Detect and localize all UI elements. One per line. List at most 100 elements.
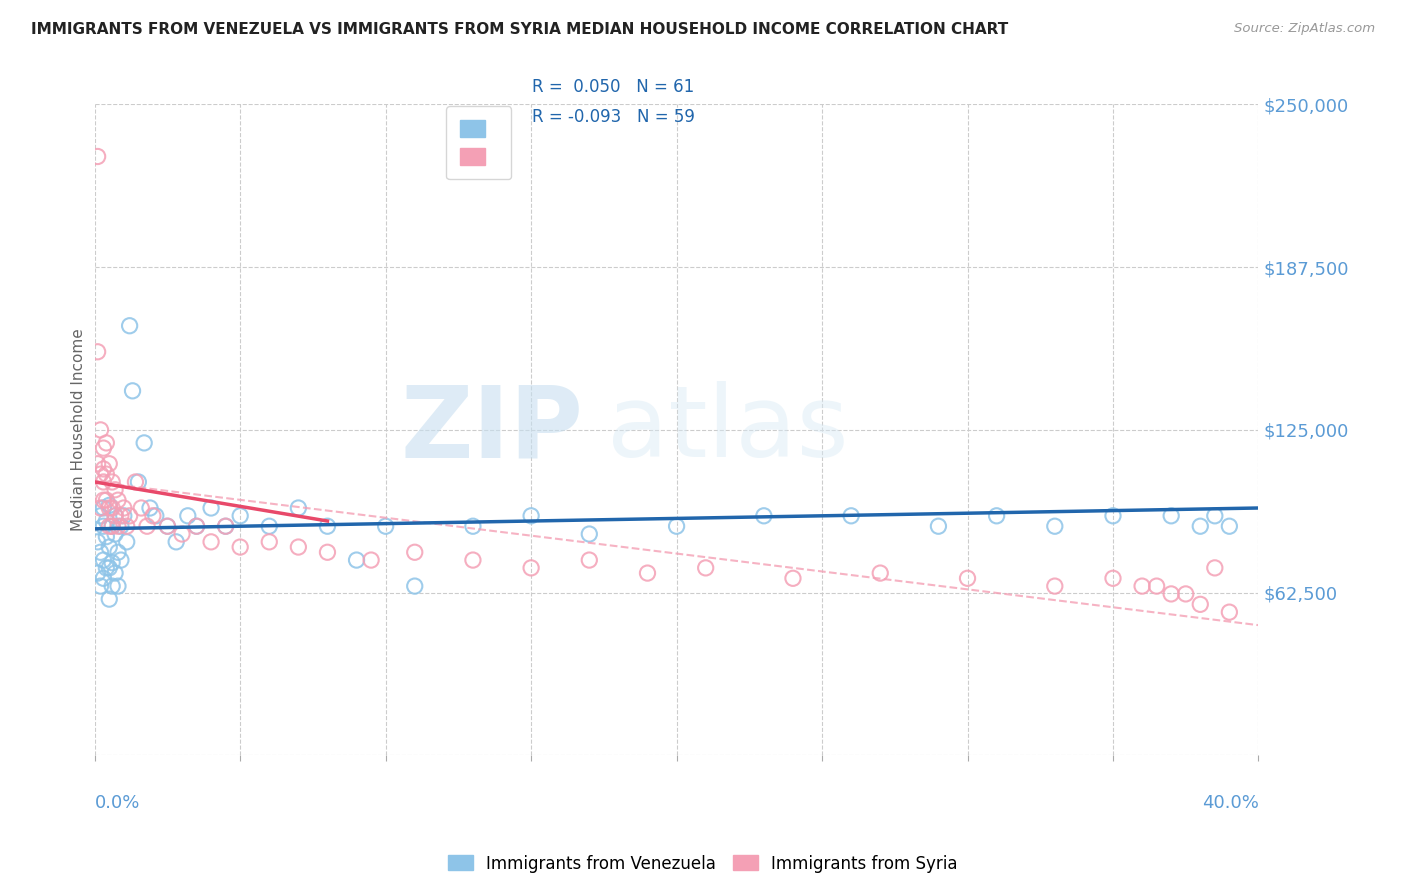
- Point: [214, 519, 236, 533]
- Point: [101, 519, 124, 533]
- Point: [461, 519, 484, 533]
- Point: [156, 519, 179, 533]
- Text: 40.0%: 40.0%: [1202, 795, 1258, 813]
- Point: [134, 436, 156, 450]
- Point: [93, 553, 115, 567]
- Point: [104, 508, 127, 523]
- Point: [96, 514, 118, 528]
- Point: [520, 561, 543, 575]
- Point: [186, 519, 208, 533]
- Point: [96, 530, 118, 544]
- Point: [316, 519, 339, 533]
- Point: [93, 475, 115, 489]
- Text: ZIP: ZIP: [401, 382, 583, 478]
- Point: [578, 553, 600, 567]
- Point: [124, 475, 146, 489]
- Point: [101, 556, 124, 570]
- Point: [127, 475, 149, 489]
- Point: [461, 553, 484, 567]
- Point: [156, 519, 179, 533]
- Point: [90, 579, 112, 593]
- Point: [98, 592, 121, 607]
- Text: R =  0.050   N = 61: R = 0.050 N = 61: [531, 78, 693, 95]
- Point: [869, 566, 891, 580]
- Point: [1218, 605, 1240, 619]
- Point: [86, 566, 108, 580]
- Point: [101, 519, 124, 533]
- Point: [139, 501, 162, 516]
- Point: [229, 540, 252, 554]
- Point: [98, 561, 121, 575]
- Point: [782, 571, 804, 585]
- Point: [101, 475, 124, 489]
- Text: 0.0%: 0.0%: [94, 795, 141, 813]
- Point: [374, 519, 396, 533]
- Point: [927, 519, 949, 533]
- Point: [110, 519, 132, 533]
- Point: [404, 579, 426, 593]
- Point: [112, 501, 135, 516]
- Point: [1174, 587, 1197, 601]
- Point: [1102, 508, 1125, 523]
- Point: [104, 508, 127, 523]
- Point: [93, 493, 115, 508]
- Point: [214, 519, 236, 533]
- Point: [259, 519, 281, 533]
- Point: [90, 423, 112, 437]
- Point: [200, 501, 222, 516]
- Point: [86, 149, 108, 163]
- Point: [404, 545, 426, 559]
- Point: [104, 527, 127, 541]
- Point: [112, 508, 135, 523]
- Point: [1204, 508, 1226, 523]
- Point: [86, 534, 108, 549]
- Text: atlas: atlas: [607, 382, 848, 478]
- Point: [98, 501, 121, 516]
- Point: [90, 467, 112, 482]
- Legend: Immigrants from Venezuela, Immigrants from Syria: Immigrants from Venezuela, Immigrants fr…: [441, 848, 965, 880]
- Point: [93, 519, 115, 533]
- Point: [986, 508, 1008, 523]
- Point: [98, 540, 121, 554]
- Point: [1218, 519, 1240, 533]
- Point: [1130, 579, 1153, 593]
- Point: [186, 519, 208, 533]
- Point: [1189, 598, 1212, 612]
- Point: [96, 436, 118, 450]
- Point: [956, 571, 979, 585]
- Point: [360, 553, 382, 567]
- Point: [90, 501, 112, 516]
- Point: [98, 499, 121, 513]
- Point: [96, 467, 118, 482]
- Point: [86, 457, 108, 471]
- Point: [110, 508, 132, 523]
- Point: [316, 545, 339, 559]
- Point: [93, 462, 115, 476]
- Y-axis label: Median Household Income: Median Household Income: [72, 328, 86, 532]
- Point: [110, 553, 132, 567]
- Point: [118, 508, 141, 523]
- Point: [578, 527, 600, 541]
- Point: [1160, 587, 1182, 601]
- Point: [107, 519, 129, 533]
- Point: [90, 545, 112, 559]
- Point: [107, 493, 129, 508]
- Point: [695, 561, 717, 575]
- Point: [96, 561, 118, 575]
- Point: [1160, 508, 1182, 523]
- Point: [1102, 571, 1125, 585]
- Point: [107, 579, 129, 593]
- Point: [93, 501, 115, 516]
- Point: [177, 508, 200, 523]
- Point: [98, 457, 121, 471]
- Point: [98, 519, 121, 533]
- Text: IMMIGRANTS FROM VENEZUELA VS IMMIGRANTS FROM SYRIA MEDIAN HOUSEHOLD INCOME CORRE: IMMIGRANTS FROM VENEZUELA VS IMMIGRANTS …: [31, 22, 1008, 37]
- Point: [104, 483, 127, 497]
- Point: [115, 519, 138, 533]
- Point: [165, 534, 187, 549]
- Point: [259, 534, 281, 549]
- Point: [93, 441, 115, 455]
- Point: [90, 508, 112, 523]
- Point: [346, 553, 368, 567]
- Point: [1043, 519, 1066, 533]
